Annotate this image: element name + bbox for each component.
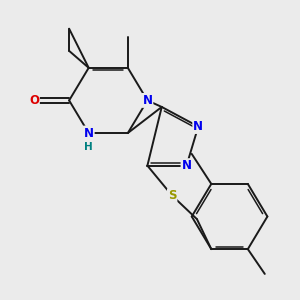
Text: N: N <box>182 159 191 172</box>
Text: O: O <box>29 94 39 107</box>
Text: N: N <box>193 120 203 133</box>
Text: N: N <box>142 94 152 107</box>
Text: N: N <box>84 127 94 140</box>
Text: H: H <box>84 142 93 152</box>
Text: S: S <box>168 189 176 202</box>
